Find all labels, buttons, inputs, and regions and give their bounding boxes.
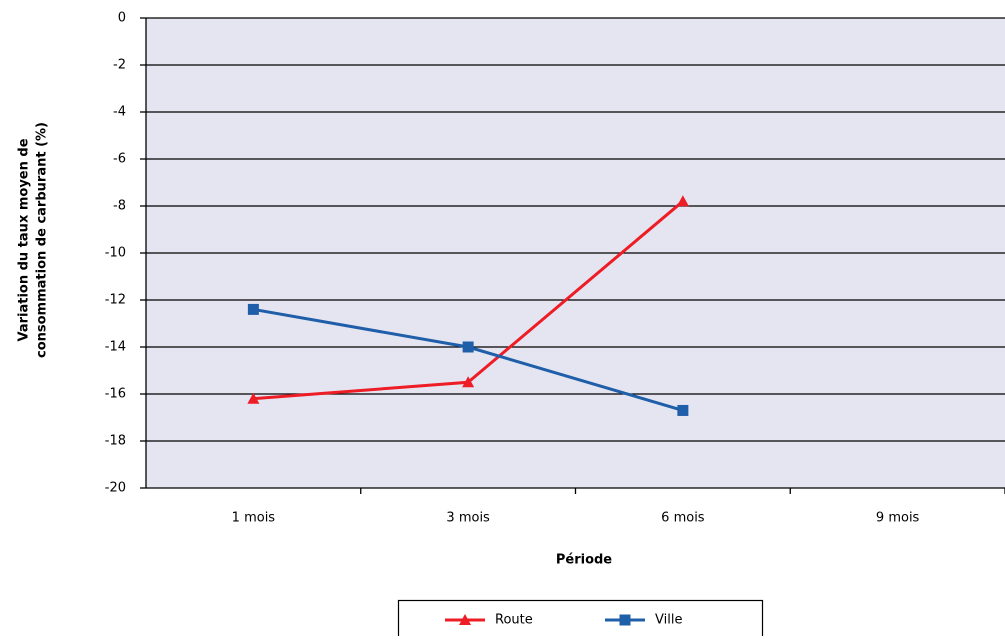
marker xyxy=(677,404,689,416)
y-tick-label: -18 xyxy=(105,434,126,449)
y-tick-label: -16 xyxy=(105,387,126,402)
legend-box xyxy=(397,599,764,640)
y-axis-label: Variation du taux moyen de xyxy=(17,138,32,341)
marker xyxy=(247,392,260,404)
y-tick-label: -14 xyxy=(105,340,126,355)
y-tick-label: -20 xyxy=(105,481,126,496)
legend-label: Ville xyxy=(655,613,682,628)
y-tick-label: -2 xyxy=(113,58,126,73)
x-tick-label: 6 mois xyxy=(661,511,705,526)
marker xyxy=(462,376,475,388)
marker xyxy=(676,195,689,207)
y-tick-label: -12 xyxy=(105,293,126,308)
legend-label: Route xyxy=(495,613,533,628)
x-tick-label: 1 mois xyxy=(232,511,276,526)
y-tick-label: -6 xyxy=(113,152,126,167)
y-tick-label: 0 xyxy=(118,11,126,26)
x-axis-label: Période xyxy=(556,553,612,568)
y-axis-label: consommation de carburant (%) xyxy=(35,122,50,358)
x-tick-label: 3 mois xyxy=(446,511,490,526)
y-tick-label: -8 xyxy=(113,199,126,214)
y-tick-label: -10 xyxy=(105,246,126,261)
legend-marker xyxy=(619,614,631,626)
y-tick-label: -4 xyxy=(113,105,126,120)
marker xyxy=(247,303,259,315)
legend-marker xyxy=(459,614,471,625)
marker xyxy=(462,341,474,353)
x-tick-label: 9 mois xyxy=(876,511,920,526)
